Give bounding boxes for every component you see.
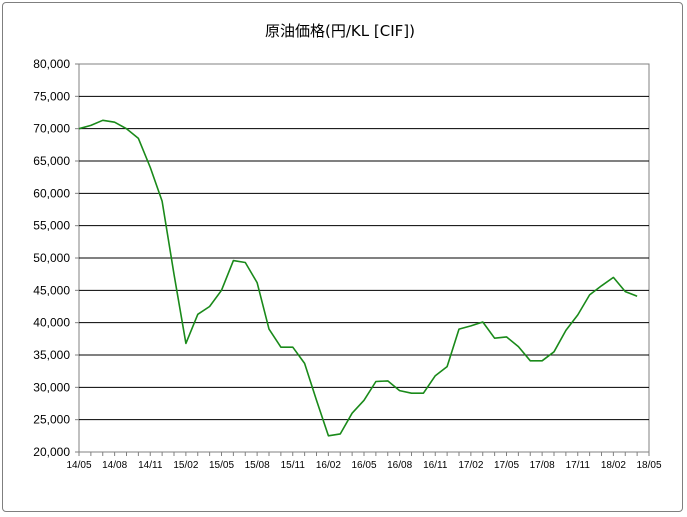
x-tick-label: 15/02 bbox=[173, 460, 198, 471]
x-tick-label: 17/02 bbox=[458, 460, 483, 471]
x-tick-label: 14/11 bbox=[138, 460, 163, 471]
x-tick-label: 16/11 bbox=[423, 460, 448, 471]
x-tick-label: 16/08 bbox=[387, 460, 412, 471]
x-tick-label: 17/11 bbox=[566, 460, 591, 471]
y-tick-label: 30,000 bbox=[33, 380, 70, 394]
y-tick-label: 75,000 bbox=[33, 89, 70, 103]
x-tick-label: 17/08 bbox=[530, 460, 555, 471]
y-tick-label: 70,000 bbox=[33, 122, 70, 136]
y-tick-label: 65,000 bbox=[33, 154, 70, 168]
x-tick-label: 15/08 bbox=[245, 460, 270, 471]
x-tick-label: 14/05 bbox=[66, 460, 91, 471]
y-tick-label: 35,000 bbox=[33, 348, 70, 362]
x-tick-label: 15/05 bbox=[209, 460, 234, 471]
y-tick-label: 50,000 bbox=[33, 251, 70, 265]
x-tick-label: 14/08 bbox=[102, 460, 127, 471]
x-tick-label: 18/05 bbox=[636, 460, 661, 471]
x-tick-label: 18/02 bbox=[601, 460, 626, 471]
y-tick-label: 80,000 bbox=[33, 57, 70, 71]
y-tick-label: 55,000 bbox=[33, 219, 70, 233]
series-line-0 bbox=[78, 119, 638, 437]
x-tick-label: 17/05 bbox=[494, 460, 519, 471]
y-tick-label: 40,000 bbox=[33, 316, 70, 330]
x-tick-label: 16/02 bbox=[316, 460, 341, 471]
y-tick-label: 60,000 bbox=[33, 186, 70, 200]
x-tick-label: 15/11 bbox=[281, 460, 306, 471]
y-tick-label: 45,000 bbox=[33, 283, 70, 297]
y-tick-label: 25,000 bbox=[33, 413, 70, 427]
x-tick-label: 16/05 bbox=[351, 460, 376, 471]
chart-title: 原油価格(円/KL [CIF]) bbox=[265, 22, 415, 40]
y-tick-label: 20,000 bbox=[33, 445, 70, 459]
